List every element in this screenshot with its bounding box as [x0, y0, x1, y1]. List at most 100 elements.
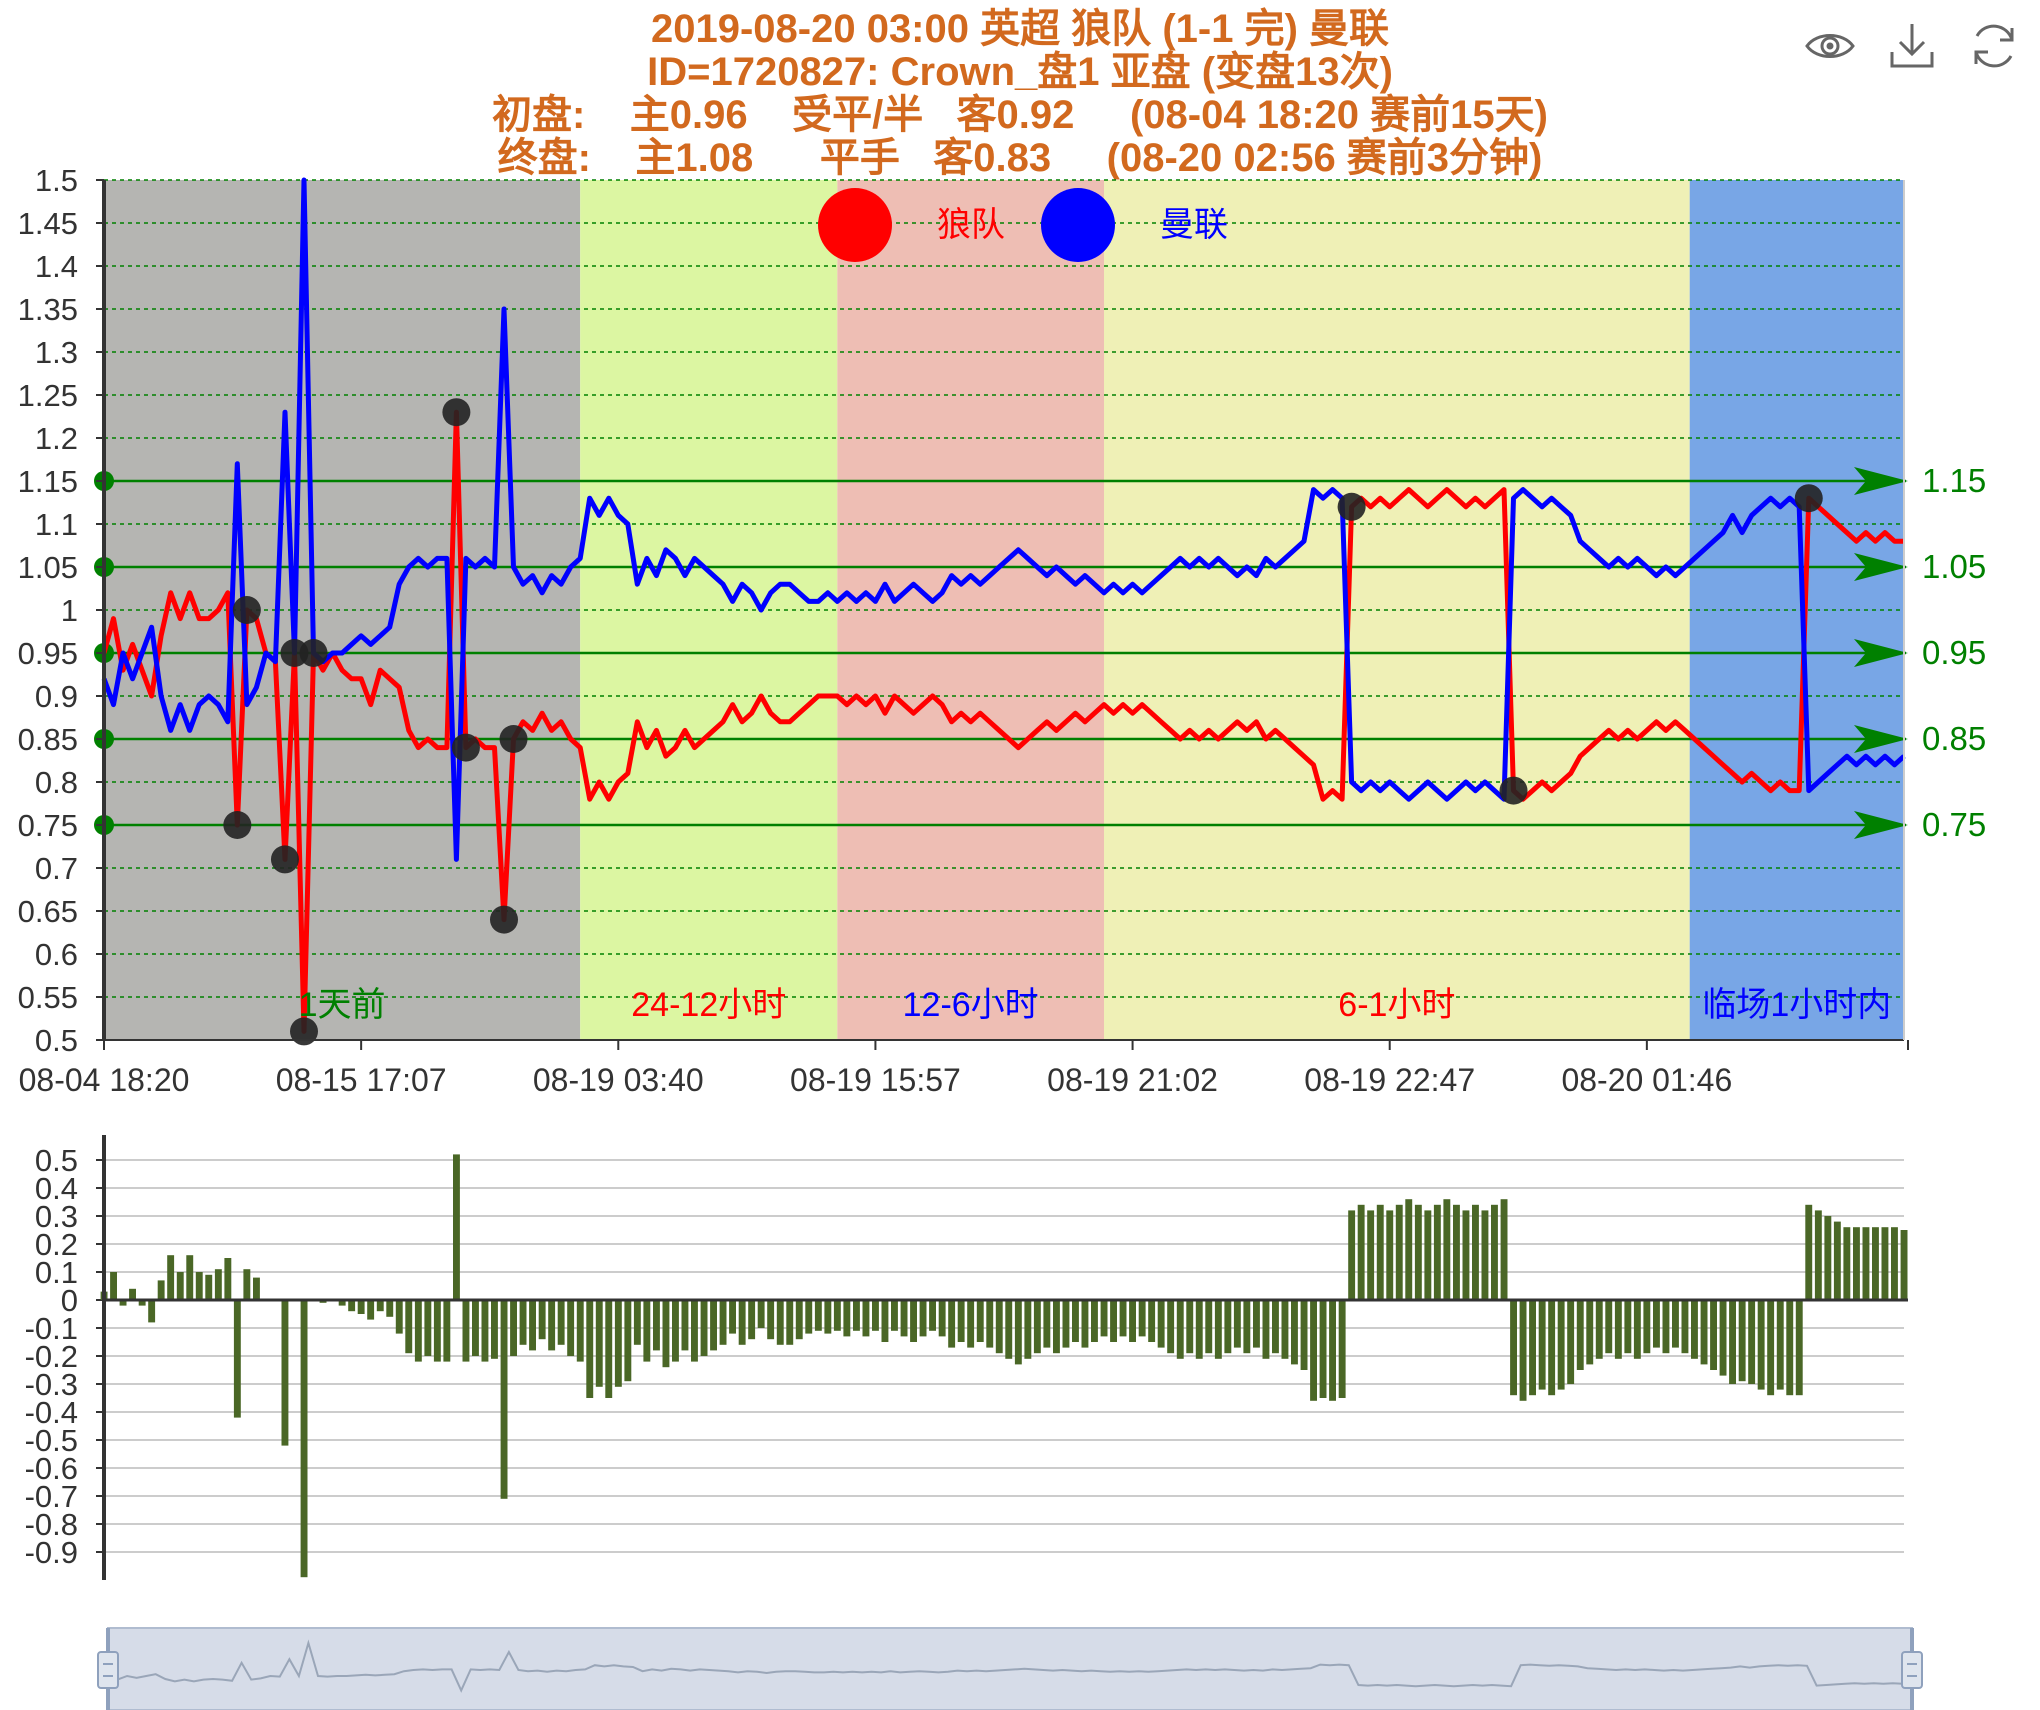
diff-bar: [472, 1300, 479, 1356]
zone-label: 12-6小时: [903, 986, 1039, 1024]
zone-label: 24-12小时: [631, 986, 786, 1024]
y-tick-label: 0.7: [35, 851, 78, 886]
download-icon[interactable]: [1886, 20, 1938, 72]
zoom-handle-right[interactable]: [1901, 1651, 1923, 1689]
diff-bar: [1443, 1199, 1451, 1300]
diff-bar: [976, 1300, 984, 1342]
diff-bar: [662, 1300, 670, 1368]
diff-bar: [1586, 1300, 1594, 1365]
diff-bar: [1795, 1300, 1803, 1396]
diff-bar: [1367, 1210, 1375, 1300]
diff-bar: [138, 1300, 146, 1306]
eye-icon[interactable]: [1804, 20, 1856, 72]
diff-bar: [1624, 1300, 1632, 1354]
diff-bar: [862, 1300, 870, 1337]
zone-labels: 1天前 24-12小时 12-6小时 6-1小时 临场1小时内: [299, 986, 1892, 1024]
diff-bar: [900, 1300, 908, 1337]
diff-bar: [986, 1300, 994, 1348]
reference-label: 0.75: [1922, 806, 1986, 843]
diff-bar: [1662, 1300, 1670, 1354]
bar-y-tick-label: 0.3: [35, 1199, 78, 1234]
diff-bar: [729, 1300, 736, 1334]
y-tick-label: 1.3: [35, 335, 78, 370]
diff-bar: [491, 1300, 498, 1359]
diff-bar: [1824, 1216, 1832, 1300]
diff-bar: [1338, 1300, 1346, 1398]
x-tick-label: 08-19 03:40: [533, 1062, 704, 1098]
diff-bar: [805, 1300, 813, 1334]
diff-bar: [1205, 1300, 1213, 1354]
diff-bar: [500, 1300, 508, 1499]
diff-bar: [710, 1300, 717, 1351]
diff-bar: [1833, 1221, 1841, 1300]
diff-bar: [338, 1300, 346, 1306]
diff-bar: [281, 1300, 289, 1446]
diff-bar: [1891, 1227, 1898, 1300]
diff-bar: [367, 1300, 375, 1320]
diff-bar: [1291, 1300, 1298, 1365]
diff-bar: [1500, 1199, 1508, 1300]
change-marker: [1337, 492, 1366, 521]
y-tick-label: 1.35: [18, 292, 78, 327]
diff-bar: [1900, 1230, 1908, 1300]
diff-bar: [833, 1300, 841, 1331]
bar-y-tick-label: -0.3: [25, 1367, 78, 1402]
reference-arrow: [1854, 725, 1908, 753]
y-tick-label: 0.85: [18, 722, 78, 757]
diff-bar: [1672, 1300, 1679, 1348]
diff-bar: [167, 1255, 175, 1300]
diff-bar: [1253, 1300, 1260, 1348]
diff-bar: [1329, 1300, 1336, 1401]
diff-bar: [253, 1277, 260, 1300]
diff-bar: [1853, 1227, 1860, 1300]
diff-bar: [1386, 1210, 1394, 1300]
reference-label: 0.85: [1922, 720, 1986, 757]
diff-bar: [376, 1300, 384, 1312]
diff-bar: [595, 1300, 603, 1387]
diff-bar: [1072, 1300, 1079, 1342]
diff-bar: [1710, 1300, 1717, 1370]
y-tick-label: 0.55: [18, 980, 78, 1015]
diff-bar: [519, 1300, 527, 1345]
diff-bar: [1776, 1300, 1784, 1390]
refresh-icon[interactable]: [1968, 20, 2020, 72]
zoom-handle-left[interactable]: [97, 1651, 119, 1689]
diff-bar: [957, 1300, 965, 1342]
y-tick-label: 0.8: [35, 765, 78, 800]
diff-bar: [853, 1300, 860, 1331]
diff-bar: [395, 1300, 403, 1334]
diff-bar: [510, 1300, 517, 1356]
change-marker: [299, 639, 328, 667]
x-tick-label: 08-15 17:07: [276, 1062, 447, 1098]
diff-bar: [300, 1300, 308, 1578]
diff-bar: [1738, 1300, 1746, 1382]
diff-bar: [843, 1300, 851, 1337]
diff-bar: [157, 1280, 165, 1300]
y-tick-label: 1.45: [18, 206, 78, 241]
change-markers: [223, 398, 1823, 1046]
diff-bar: [633, 1300, 641, 1345]
diff-bar: [1414, 1204, 1422, 1300]
diff-bar: [1872, 1227, 1879, 1300]
diff-bar: [433, 1300, 441, 1362]
diff-bar: [1348, 1210, 1356, 1300]
diff-bar: [1691, 1300, 1698, 1359]
diff-bar: [653, 1300, 660, 1351]
diff-bar: [1453, 1204, 1460, 1300]
diff-bar: [929, 1300, 936, 1331]
diff-bar: [1043, 1300, 1051, 1348]
diff-bar: [1176, 1300, 1184, 1359]
y-tick-label: 1.5: [35, 163, 78, 198]
y-tick-label: 0.65: [18, 894, 78, 929]
diff-bar: [148, 1300, 156, 1323]
diff-bar: [719, 1300, 727, 1345]
diff-bar: [1091, 1300, 1098, 1342]
data-zoom-slider[interactable]: [97, 1627, 1923, 1710]
x-tick-label: 08-19 21:02: [1047, 1062, 1218, 1098]
legend[interactable]: 狼队 曼联: [818, 188, 1228, 262]
diff-bar: [1462, 1210, 1470, 1300]
diff-bar: [872, 1300, 879, 1331]
diff-bar: [1005, 1300, 1013, 1359]
main-axes: 1.5 1.45 1.4 1.35 1.3 1.25 1.2 1.15 1.1 1.05 1 0.95…: [18, 163, 1909, 1098]
title-line-1: 2019-08-20 03:00 英超 狼队 (1-1 完) 曼联: [650, 7, 1390, 51]
